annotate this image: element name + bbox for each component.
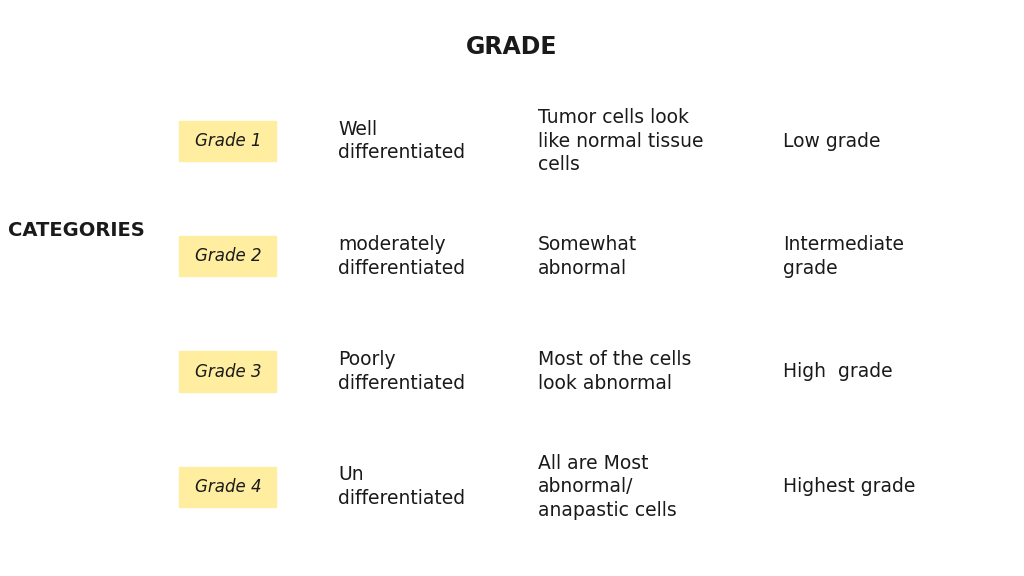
Text: High  grade: High grade — [783, 362, 893, 381]
Text: Tumor cells look
like normal tissue
cells: Tumor cells look like normal tissue cell… — [538, 108, 703, 174]
Text: Un
differentiated: Un differentiated — [338, 465, 465, 508]
Text: All are Most
abnormal/
anapastic cells: All are Most abnormal/ anapastic cells — [538, 454, 676, 520]
Text: GRADE: GRADE — [466, 35, 558, 59]
Text: Grade 1: Grade 1 — [195, 132, 261, 150]
Text: Somewhat
abnormal: Somewhat abnormal — [538, 235, 637, 278]
Text: Grade 3: Grade 3 — [195, 362, 261, 381]
Text: moderately
differentiated: moderately differentiated — [338, 235, 465, 278]
FancyBboxPatch shape — [179, 236, 276, 276]
FancyBboxPatch shape — [179, 351, 276, 392]
Text: Highest grade: Highest grade — [783, 478, 915, 496]
Text: Well
differentiated: Well differentiated — [338, 120, 465, 162]
Text: Intermediate
grade: Intermediate grade — [783, 235, 904, 278]
FancyBboxPatch shape — [179, 121, 276, 161]
Text: Grade 2: Grade 2 — [195, 247, 261, 266]
Text: CATEGORIES: CATEGORIES — [8, 221, 145, 240]
FancyBboxPatch shape — [179, 467, 276, 507]
Text: Grade 4: Grade 4 — [195, 478, 261, 496]
Text: Most of the cells
look abnormal: Most of the cells look abnormal — [538, 350, 691, 393]
Text: Low grade: Low grade — [783, 132, 881, 150]
Text: Poorly
differentiated: Poorly differentiated — [338, 350, 465, 393]
